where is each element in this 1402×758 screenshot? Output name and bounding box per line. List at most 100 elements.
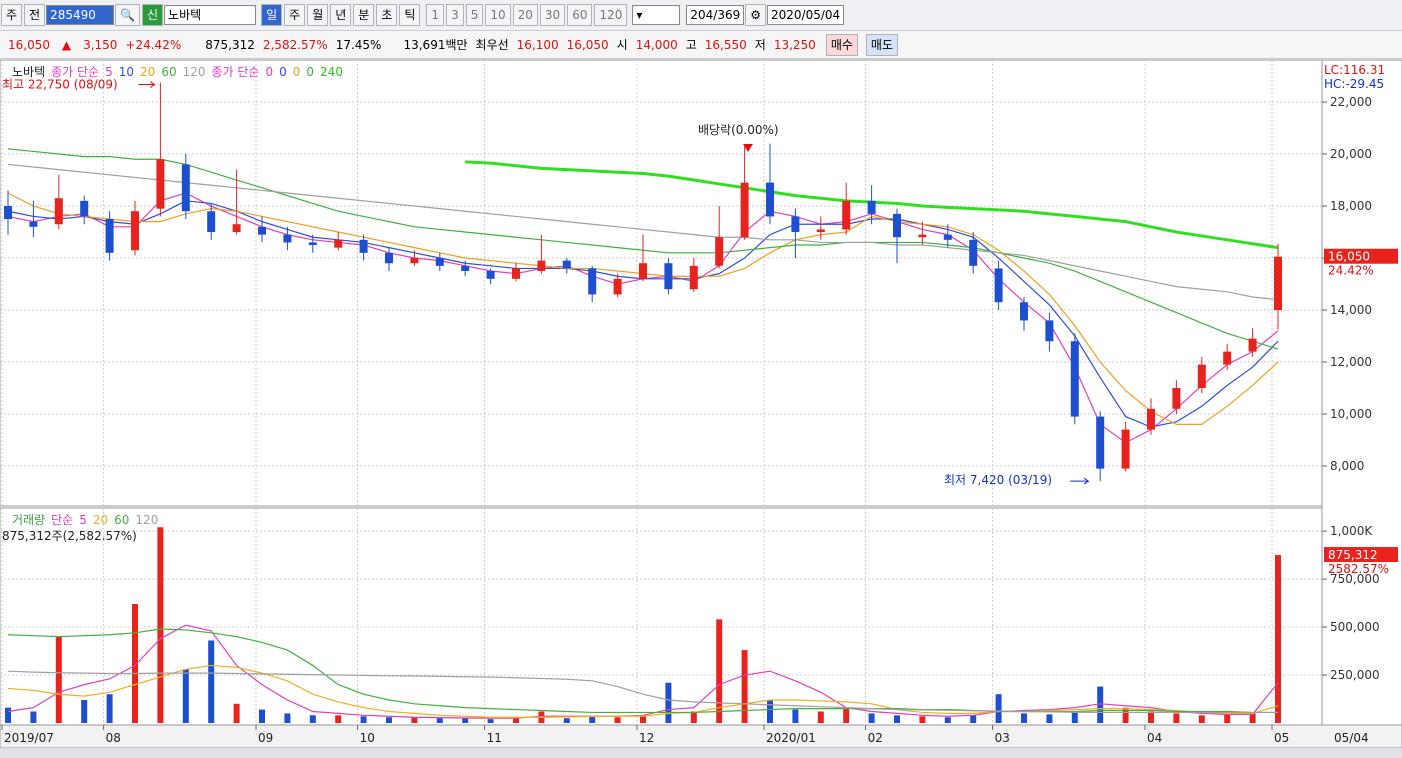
volume-bar: [995, 694, 1002, 723]
candle-body: [740, 182, 749, 238]
volume: 875,312: [205, 37, 255, 52]
volume-bar: [614, 717, 621, 723]
legend-entry: 60: [114, 513, 129, 527]
x-date-label: 05/04: [1334, 731, 1369, 745]
ask: 16,100: [516, 37, 559, 52]
candle-body: [1223, 351, 1232, 365]
x-tick-label: 12: [639, 731, 654, 745]
period-button[interactable]: 초: [376, 4, 398, 26]
y-tick-label: 14,000: [1330, 303, 1372, 317]
legend-entry: 240: [320, 65, 343, 79]
y-tick-label: 500,000: [1330, 620, 1380, 634]
candle-body: [639, 263, 647, 279]
stock-name[interactable]: 노바텍: [164, 5, 257, 25]
volume-bar: [233, 703, 240, 723]
sell-button[interactable]: 매도: [865, 33, 898, 56]
candle-body: [435, 258, 444, 266]
arrow: ▲: [61, 37, 72, 52]
candle-body: [232, 224, 241, 233]
marker-label: 16,050: [1328, 250, 1370, 264]
legend-entry: 0: [306, 65, 314, 79]
interval-button[interactable]: 120: [594, 4, 628, 26]
volume-bar: [386, 717, 392, 723]
marker-change: 2582.57%: [1328, 562, 1389, 576]
period-button[interactable]: 월: [307, 4, 329, 26]
interval-button[interactable]: 5: [465, 4, 484, 26]
candle-body: [461, 265, 470, 272]
period-button[interactable]: 틱: [399, 4, 421, 26]
market[interactable]: 주: [1, 4, 23, 26]
period-button[interactable]: 주: [284, 4, 306, 26]
interval-button[interactable]: 3: [446, 4, 464, 26]
volume-bar: [1122, 707, 1129, 723]
candle-body: [4, 206, 12, 220]
low: 13,250: [773, 37, 816, 52]
annotation: 최고 22,750 (08/09): [2, 78, 118, 92]
arrow: [138, 81, 156, 88]
legend-entry: 노바텍: [12, 65, 45, 79]
y-tick-label: 20,000: [1330, 147, 1372, 161]
volume-bar: [1148, 711, 1154, 723]
y-tick-label: 250,000: [1330, 668, 1380, 682]
candle-body: [562, 260, 571, 269]
candle-body: [791, 216, 800, 233]
volume-bar: [309, 715, 316, 723]
price-marker: [1324, 248, 1398, 264]
x-tick-label: 04: [1147, 731, 1162, 745]
period-button[interactable]: 년: [330, 4, 352, 26]
candle-body: [715, 237, 724, 266]
annotation: 배당락(0.00%): [698, 123, 779, 137]
buy-button[interactable]: 매수: [825, 33, 858, 56]
interval-button[interactable]: 20: [512, 4, 538, 26]
tool[interactable]: ⚙: [745, 4, 766, 26]
candle-body: [1045, 320, 1054, 342]
volume-bar: [106, 694, 113, 723]
candle-body: [1274, 256, 1282, 311]
candle-body: [613, 278, 622, 295]
badge: 신: [142, 4, 164, 26]
volume-bar: [1249, 713, 1256, 723]
volume-bar: [716, 619, 723, 723]
ma-line: [7, 664, 1279, 718]
search[interactable]: 🔍: [115, 4, 141, 26]
period-button[interactable]: 분: [353, 4, 375, 26]
interval-button[interactable]: 10: [485, 4, 511, 26]
volume-bar: [970, 715, 977, 723]
turnover: 17.45%: [335, 37, 382, 52]
period-button[interactable]: 일: [261, 4, 283, 26]
x-tick-label: 05: [1274, 731, 1289, 745]
ma-line: [7, 624, 1279, 719]
interval-button[interactable]: 60: [567, 4, 593, 26]
candle-body: [689, 265, 698, 290]
volume-bar: [81, 699, 88, 723]
combo[interactable]: ▾: [632, 5, 681, 25]
code-input[interactable]: 285490: [46, 5, 115, 25]
volume-bar: [462, 718, 469, 723]
intervals: 1 3 5 10 20 30 60 120: [425, 4, 628, 26]
prev[interactable]: 전: [24, 4, 46, 26]
volume-bar: [132, 604, 138, 723]
interval-button[interactable]: 1: [426, 4, 445, 26]
volume-note: 875,312주(2,582.57%): [2, 529, 137, 543]
x-tick-label: 11: [487, 731, 502, 745]
date[interactable]: 2020/05/04: [767, 5, 845, 25]
legend-entry: 단순: [51, 513, 73, 527]
amount: 13,691백만: [403, 38, 468, 52]
x-tick-label: 2020/01: [766, 731, 816, 745]
interval-button[interactable]: 30: [539, 4, 566, 26]
legend-entry: 20: [93, 513, 108, 527]
legend-entry: 10: [119, 65, 134, 79]
volume-bar: [1046, 714, 1053, 723]
legend-entry: 0: [293, 65, 301, 79]
candle-body: [943, 234, 952, 240]
legend-entry: 종가 단순: [51, 65, 99, 79]
volume-bar: [894, 715, 900, 723]
ma-line: [7, 163, 1279, 301]
candle-body: [1147, 408, 1155, 430]
volume-bar: [843, 707, 850, 723]
ma-line: [7, 628, 1278, 714]
scrollbar[interactable]: [0, 748, 1402, 758]
low-label: 저: [754, 38, 766, 52]
volume-bar: [487, 719, 494, 723]
